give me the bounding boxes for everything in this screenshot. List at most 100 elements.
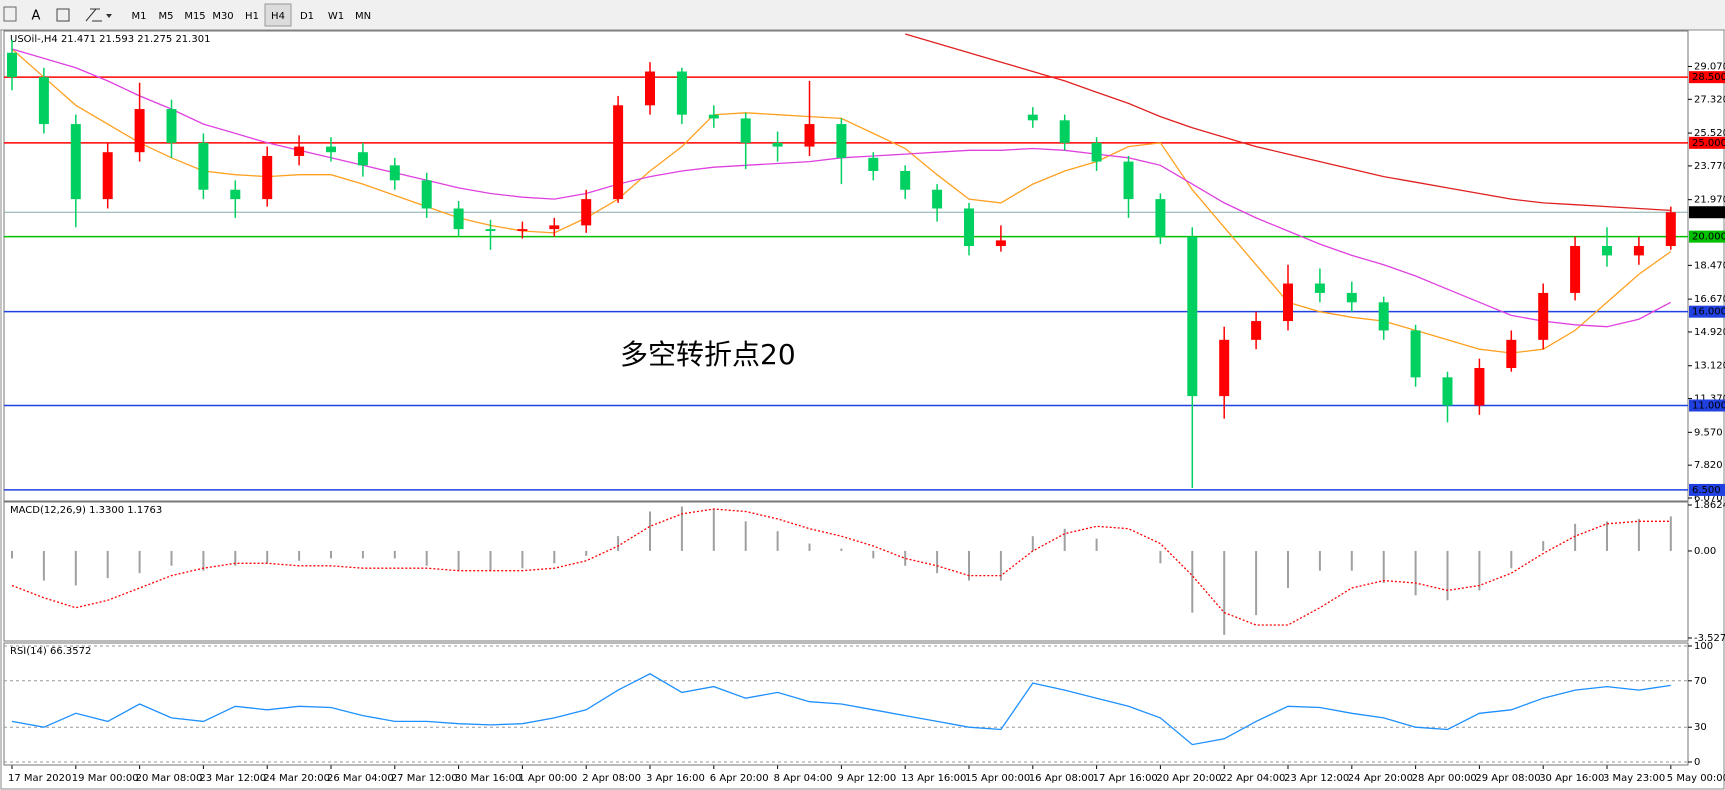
x-tick-label: 5 May 00:00 [1667,773,1725,784]
candle-body [549,225,560,230]
pane-title: RSI(14) 66.3572 [10,646,91,657]
x-tick-label: 29 Apr 08:00 [1475,773,1540,784]
x-tick-label: 20 Apr 20:00 [1156,773,1221,784]
candle-body [485,229,496,232]
icon-dropdown[interactable] [106,14,112,18]
level-label: 6.500 [1692,485,1721,496]
x-tick-label: 13 Apr 16:00 [901,773,966,784]
y-tick-label: 9.570 [1694,427,1723,438]
timeframe-button[interactable]: M5 [159,11,174,22]
candle-body [7,52,17,78]
timeframe-button[interactable]: M1 [132,11,147,22]
candle-body [613,105,624,200]
timeframe-button[interactable]: M15 [184,11,205,22]
candle-body [1633,246,1644,256]
level-tag [1689,136,1725,149]
candle-body [581,199,592,226]
x-tick-label: 28 Apr 00:00 [1412,773,1477,784]
y-tick-label: -3.5273 [1694,633,1725,644]
candle-body [70,124,81,200]
candle-body [1059,120,1070,143]
x-tick-label: 2 Apr 08:00 [582,773,641,784]
x-tick-label: 24 Mar 20:00 [263,773,330,784]
timeframe-button[interactable]: D1 [300,11,314,22]
x-tick-label: 30 Apr 16:00 [1539,773,1604,784]
candle-body [198,142,209,190]
candle-body [294,146,305,156]
text-tool[interactable]: A [32,9,41,24]
y-tick-label: 0.00 [1694,546,1716,557]
candle-body [645,71,655,106]
candle-body [676,71,687,115]
x-tick-label: 17 Mar 2020 [8,773,71,784]
indicator-line [11,48,1672,328]
candle-body [836,124,847,158]
x-tick-label: 17 Apr 16:00 [1093,773,1158,784]
last-price-label: 21.301 [1692,207,1725,218]
candle-body [1410,330,1421,378]
level-tag [1689,399,1725,412]
x-tick-label: 6 Apr 20:00 [710,773,769,784]
y-tick-label: 30 [1694,722,1707,733]
candle-body [1091,142,1102,162]
timeframe-button[interactable]: M30 [212,11,233,22]
indicator-line [11,508,1671,626]
chart-frame [0,29,1725,790]
timeframe-button[interactable]: MN [355,11,371,22]
candle-body [357,152,368,166]
candle-body [804,124,815,147]
candle-body [900,170,911,190]
y-tick-label: 18.470 [1694,260,1725,271]
icon-list[interactable] [3,6,17,22]
indicator-line [11,48,1672,354]
candle-body [1602,246,1612,256]
y-tick-label: 7.820 [1694,460,1723,471]
x-tick-label: 3 Apr 16:00 [646,773,705,784]
candle-body [708,114,719,119]
y-tick-label: 70 [1694,676,1707,687]
candle-body [1314,283,1325,293]
y-tick-label: 100 [1694,641,1713,652]
annotation: 多空转折点20 [620,338,796,371]
candle-body [1570,246,1581,293]
candle-body [262,155,273,200]
icon-text-box[interactable] [56,8,70,22]
y-tick-label: 23.770 [1694,161,1725,172]
candle-body [1027,114,1038,121]
icon-arrows[interactable] [85,8,102,22]
timeframe-button[interactable]: W1 [328,11,344,22]
level-label: 25.000 [1692,138,1725,149]
candle-body [772,142,783,147]
level-tag [1689,230,1725,243]
candle-body [389,165,400,181]
candle-body [1378,302,1389,331]
x-tick-label: 24 Apr 20:00 [1348,773,1413,784]
candle-body [1506,339,1517,368]
indicator-line [11,673,1671,746]
candle-body [517,229,528,232]
candle-body [134,109,145,153]
candle-body [1442,377,1453,406]
pane-title: USOil-,H4 21.471 21.593 21.275 21.301 [10,34,210,45]
candle-body [326,146,336,153]
last-price-tag [1689,206,1725,219]
active-button[interactable] [264,3,292,27]
timeframe-button[interactable]: H4 [271,11,285,22]
pane-title: MACD(12,26,9) 1.3300 1.1763 [10,505,162,516]
candle-body [1219,339,1230,397]
candle-body [1538,292,1549,340]
candle-body [1474,367,1485,406]
candle-body [38,77,49,125]
y-tick-label: 16.670 [1694,294,1725,305]
x-tick-label: 9 Apr 12:00 [837,773,896,784]
indicator-line [905,33,1671,212]
candle-body [1187,236,1198,397]
level-tag [1689,71,1725,84]
x-tick-label: 15 Apr 00:00 [965,773,1030,784]
y-tick-label: 14.920 [1694,327,1725,338]
candle-body [1251,321,1262,340]
y-tick-label: 6.070 [1694,493,1723,504]
candle-body [230,189,241,200]
timeframe-button[interactable]: H1 [245,11,259,22]
